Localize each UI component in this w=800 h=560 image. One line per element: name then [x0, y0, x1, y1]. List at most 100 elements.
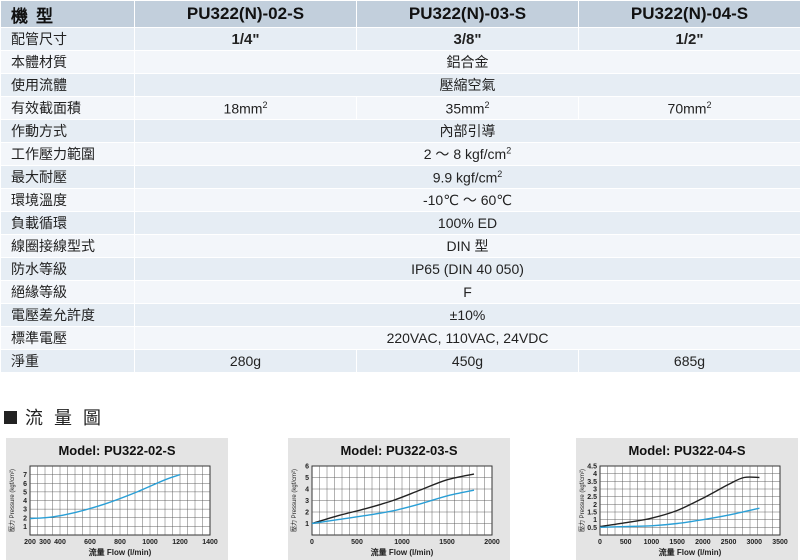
spec-value: 9.9 kgf/cm2 [134, 165, 800, 189]
spec-row: 電壓差允許度 ±10% [0, 303, 800, 327]
spec-label: 使用流體 [0, 73, 135, 97]
y-tick-label: 3.5 [587, 479, 597, 486]
spec-row: 淨重 280g 450g 685g [0, 349, 800, 373]
spec-label-text: 工作壓力範圍 [11, 146, 95, 162]
flow-chart-svg: 1 23 4 56 7 200 300 400 600 800 1000 1200 1400 流量 Flo… [8, 465, 218, 557]
spec-label-text: 負載循環 [11, 215, 67, 231]
spec-label-text: 作動方式 [11, 123, 67, 139]
spec-value: 220VAC, 110VAC, 24VDC [134, 326, 800, 350]
x-axis-label: 流量 Flow (l/min) [371, 547, 434, 557]
spec-value-text: 鋁合金 [446, 54, 489, 70]
spec-value-text: 100% ED [437, 215, 498, 231]
x-tick-label: 1000 [142, 539, 158, 546]
y-tick-label: 4 [593, 471, 597, 478]
y-tick-label: 4 [305, 487, 309, 494]
spec-value-text: 450g [451, 353, 484, 369]
model-name: PU322(N)-04-S [578, 0, 800, 28]
spec-value-text: 壓縮空氣 [439, 77, 496, 93]
y-tick-label: 1 [305, 521, 309, 528]
y-tick-label: 2 [23, 515, 27, 522]
x-tick-label: 300 [39, 539, 51, 546]
x-tick-label: 500 [620, 539, 632, 546]
superscript: 2 [497, 168, 503, 179]
model-name: PU322(N)-02-S [134, 0, 357, 28]
model-name: PU322(N)-03-S [356, 0, 579, 28]
flow-section-title: 流 量 圖 [4, 404, 104, 430]
spec-row: 本體材質 鋁合金 [0, 50, 800, 74]
spec-header-row: 機型 PU322(N)-02-S PU322(N)-03-S PU322(N)-… [0, 0, 800, 28]
x-tick-label: 400 [54, 539, 66, 546]
square-bullet-icon [4, 410, 17, 424]
spec-row: 絕緣等級 F [0, 280, 800, 304]
flow-chart-03: 1 2 3 4 5 6 0 500 1000 1500 2000 流量 Flow (l/min) 壓力 … [288, 438, 510, 560]
spec-value-text: 685g [673, 353, 706, 369]
spec-label: 作動方式 [0, 119, 135, 143]
spec-value: 100% ED [134, 211, 800, 235]
y-tick-label: 4.5 [587, 464, 597, 471]
x-tick-label: 1500 [439, 539, 455, 546]
spec-label: 本體材質 [0, 50, 135, 74]
spec-label-text: 最大耐壓 [11, 169, 67, 185]
x-tick-label: 0 [310, 539, 314, 546]
superscript: 2 [706, 99, 712, 110]
x-tick-label: 2500 [721, 539, 737, 546]
spec-label: 配管尺寸 [0, 27, 135, 51]
spec-value-text: 1/2" [675, 30, 704, 48]
y-tick-label: 7 [23, 472, 27, 479]
spec-label-text: 有效截面積 [11, 100, 81, 116]
header-label: 機型 [0, 0, 135, 28]
x-tick-label: 600 [84, 539, 96, 546]
spec-label: 線圈接線型式 [0, 234, 135, 258]
chart-title: Model: PU322-04-S [628, 443, 746, 458]
chart-title: Model: PU322-03-S [340, 443, 458, 458]
spec-value-text: DIN 型 [446, 238, 489, 254]
spec-label: 絕緣等級 [0, 280, 135, 304]
spec-label-text: 淨重 [11, 353, 39, 369]
spec-label: 電壓差允許度 [0, 303, 135, 327]
flow-section-label: 流 量 圖 [25, 408, 105, 428]
spec-label-text: 環境溫度 [11, 192, 67, 208]
y-axis-label: 壓力 Pressure (kgf/cm²) [578, 469, 586, 532]
spec-row: 負載循環 100% ED [0, 211, 800, 235]
y-tick-label: 6 [305, 464, 309, 471]
spec-value: 18mm2 [134, 96, 357, 120]
spec-value: 35mm2 [356, 96, 579, 120]
spec-value-text: 內部引導 [439, 123, 496, 139]
spec-row: 工作壓力範圍 2 ～ 8 kgf/cm2 [0, 142, 800, 166]
spec-value-text: F [463, 284, 472, 300]
spec-label: 標準電壓 [0, 326, 135, 350]
spec-row: 線圈接線型式 DIN 型 [0, 234, 800, 258]
spec-value: F [134, 280, 800, 304]
spec-row: 最大耐壓 9.9 kgf/cm2 [0, 165, 800, 189]
spec-label-text: 本體材質 [11, 54, 67, 70]
spec-value: 450g [356, 349, 579, 373]
x-tick-label: 3500 [772, 539, 788, 546]
spec-value-text: 35mm [445, 100, 485, 117]
x-axis-label: 流量 Flow (l/min) [659, 547, 722, 557]
spec-row: 使用流體 壓縮空氣 [0, 73, 800, 97]
flow-chart-04: 0.5 1 1.5 2 2.5 3 3.5 4 4.5 0 500 1000 1500 2000 2500 3… [576, 438, 798, 560]
spec-value-text: 3/8" [453, 30, 482, 48]
spec-label: 環境溫度 [0, 188, 135, 212]
spec-label-text: 使用流體 [11, 77, 67, 93]
x-tick-label: 2000 [484, 539, 500, 546]
spec-value: 3/8" [356, 27, 579, 51]
y-tick-label: 2 [305, 510, 309, 517]
spec-value: 70mm2 [578, 96, 800, 120]
series-line [311, 473, 475, 525]
spec-value: 2 ～ 8 kgf/cm2 [134, 142, 800, 166]
spec-value-text: 70mm [667, 100, 707, 117]
spec-row: 有效截面積 18mm2 35mm2 70mm2 [0, 96, 800, 120]
flow-chart-02: 1 2 3 4 5 6 7 200 300 400 600 800 1000 1200 1400 流量 Flo… [6, 438, 228, 560]
y-tick-label: 5 [23, 489, 27, 496]
x-tick-label: 500 [351, 539, 363, 546]
y-tick-label: 0.5 [587, 525, 597, 532]
spec-label: 負載循環 [0, 211, 135, 235]
spec-label: 最大耐壓 [0, 165, 135, 189]
chart-title: Model: PU322-02-S [58, 443, 176, 458]
spec-value: DIN 型 [134, 234, 800, 258]
spec-value-text: 2 ～ 8 kgf/cm [423, 146, 507, 162]
spec-value: 壓縮空氣 [134, 73, 800, 97]
flow-chart-svg: 1 2 3 4 5 6 0 500 1000 1500 2000 流量 Flow (l/min) 壓力 … [290, 464, 500, 558]
spec-row: 作動方式 內部引導 [0, 119, 800, 143]
